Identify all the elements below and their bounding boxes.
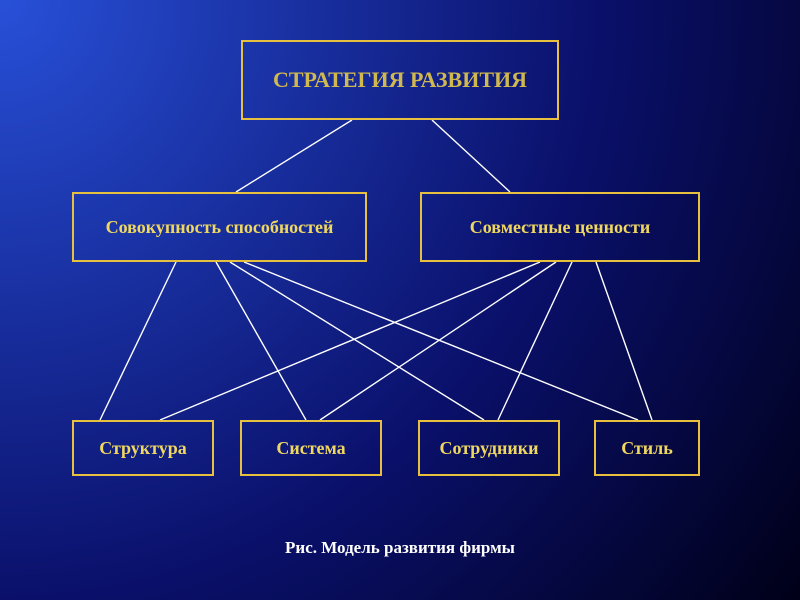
diagram-slide: СТРАТЕГИЯ РАЗВИТИЯ Совокупность способно…: [0, 0, 800, 600]
node-values: Совместные ценности: [420, 192, 700, 262]
node-label: Система: [276, 438, 345, 459]
node-label: Совместные ценности: [470, 217, 650, 238]
node-label: Структура: [99, 438, 187, 459]
node-system: Система: [240, 420, 382, 476]
node-label: Сотрудники: [439, 438, 538, 459]
node-capabilities: Совокупность способностей: [72, 192, 367, 262]
node-style: Стиль: [594, 420, 700, 476]
node-strategy: СТРАТЕГИЯ РАЗВИТИЯ: [241, 40, 559, 120]
node-label: Совокупность способностей: [106, 217, 334, 238]
caption-text: Рис. Модель развития фирмы: [285, 538, 515, 557]
node-structure: Структура: [72, 420, 214, 476]
node-staff: Сотрудники: [418, 420, 560, 476]
node-label: СТРАТЕГИЯ РАЗВИТИЯ: [273, 67, 527, 93]
node-label: Стиль: [621, 438, 673, 459]
figure-caption: Рис. Модель развития фирмы: [250, 538, 550, 558]
